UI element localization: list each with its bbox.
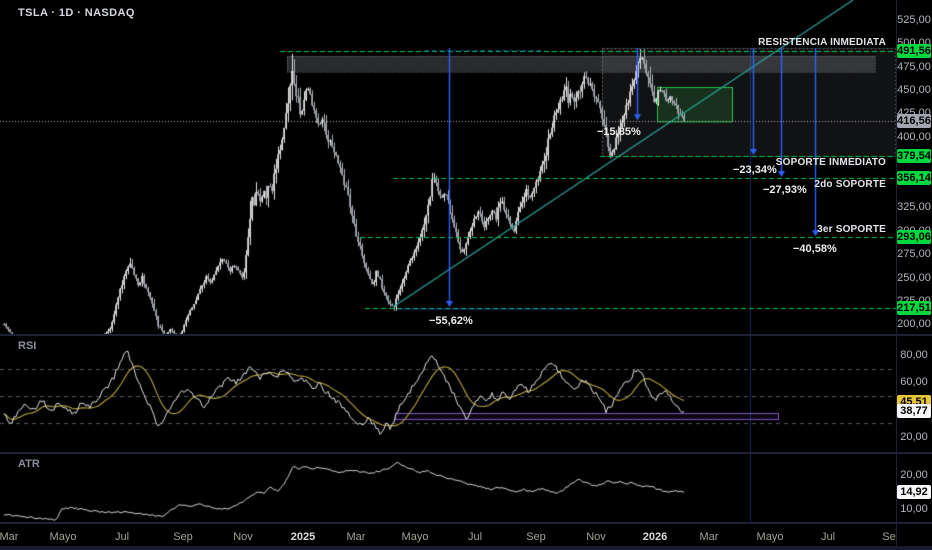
axis-tick: 60,00: [900, 376, 928, 389]
axis-tick: 10,00: [900, 503, 928, 515]
level-label[interactable]: SOPORTE INMEDIATO: [775, 157, 886, 168]
pane-separator-rsi-atr[interactable]: [0, 452, 932, 454]
axis-tick: 400,00: [897, 130, 931, 143]
axis-tick: 20,00: [900, 431, 928, 443]
level-label[interactable]: 2do SOPORTE: [814, 179, 886, 190]
time-label-month: Mar: [0, 531, 19, 543]
atr-pane-label[interactable]: ATR: [18, 458, 40, 470]
axis-tick: 450,00: [897, 83, 931, 96]
time-label-month: Mar: [346, 531, 366, 543]
percent-change-label[interactable]: −15,85%: [597, 126, 641, 138]
pane-separator-atr-axis[interactable]: [0, 522, 932, 524]
time-label-month: Sep: [173, 531, 193, 543]
rsi-pane-label[interactable]: RSI: [18, 340, 37, 352]
axis-tick: 250,00: [897, 271, 931, 284]
level-label[interactable]: RESISTENCIA INMEDIATA: [758, 37, 886, 48]
price-badge: 38,77: [897, 404, 931, 419]
price-badge: 356,14: [897, 170, 931, 185]
price-badge: 293,06: [897, 230, 931, 245]
percent-change-label[interactable]: −55,62%: [429, 315, 473, 327]
time-label-month: Mayo: [401, 531, 429, 543]
price-badge: 14,92: [897, 485, 931, 500]
axis-tick: 525,00: [897, 13, 931, 26]
time-axis[interactable]: Mar Mayo Jul Sep Nov 2025 Mar Mayo Jul Sep Nov 2026…: [0, 523, 932, 550]
time-label-month: Nov: [233, 531, 253, 543]
price-badge: 217,51: [897, 301, 931, 315]
percent-change-label[interactable]: −23,34%: [733, 164, 777, 176]
bottom-strip: [0, 546, 932, 550]
pane-separator-main-rsi[interactable]: [0, 334, 932, 336]
time-label-month: Mar: [699, 531, 719, 543]
axis-tick: 80,00: [900, 349, 928, 361]
price-badge: 491,56: [897, 44, 931, 58]
time-label-month: Nov: [586, 531, 606, 543]
time-label-month: Jul: [467, 531, 483, 543]
axis-tick: 20,00: [900, 469, 928, 481]
time-label-month: Se: [882, 531, 896, 543]
price-scale-separator: [896, 0, 897, 546]
axis-tick: 475,00: [897, 60, 931, 73]
time-label-month: Mayo: [49, 531, 77, 543]
time-label-year: 2025: [290, 531, 316, 543]
percent-change-label[interactable]: −40,58%: [793, 243, 837, 255]
price-badge: 416,56: [897, 114, 931, 129]
time-label-month: Mayo: [756, 531, 784, 543]
price-axis[interactable]: 525,00500,00475,00450,00425,00400,00325,…: [896, 0, 932, 523]
time-label-month: Jul: [820, 531, 836, 543]
price-badge: 379,54: [897, 149, 931, 164]
time-label-month: Jul: [114, 531, 130, 543]
axis-tick: 200,00: [897, 318, 931, 331]
time-label-month: Sep: [526, 531, 546, 543]
axis-tick: 275,00: [897, 248, 931, 261]
percent-change-label[interactable]: −27,93%: [763, 184, 807, 196]
level-label[interactable]: 3er SOPORTE: [817, 224, 886, 235]
axis-tick: 325,00: [897, 201, 931, 214]
symbol-legend[interactable]: TSLA · 1D · NASDAQ: [18, 7, 135, 19]
time-label-year: 2026: [642, 531, 668, 543]
